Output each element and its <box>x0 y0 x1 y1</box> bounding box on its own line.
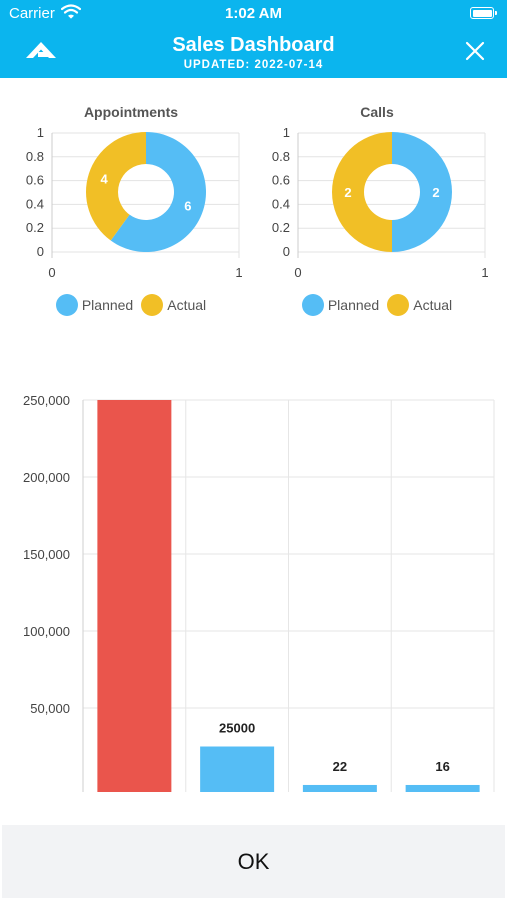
y-tick-label: 1 <box>283 125 290 140</box>
carrier-label: Carrier <box>9 5 55 22</box>
appointments-chart: 1 0.8 0.6 0.4 0.2 0 0 1 6 4 Appointments Planned … <box>16 100 246 330</box>
bar-value-label: 22 <box>333 759 347 774</box>
slice-value-label: 2 <box>432 185 439 200</box>
legend-item-planned[interactable]: Planned <box>301 294 380 316</box>
wifi-icon <box>60 4 82 23</box>
chart-title: Calls <box>360 104 394 120</box>
legend-item-actual[interactable]: Actual <box>141 294 206 316</box>
slice-value-label: 2 <box>344 185 351 200</box>
bar[interactable] <box>97 400 172 795</box>
y-tick-label: 150,000 <box>23 547 70 562</box>
x-tick-label: 1 <box>235 265 242 280</box>
calls-chart: 1 0.8 0.6 0.4 0.2 0 0 1 2 2 Calls Planned Actual <box>262 100 492 330</box>
slice-value-label: 6 <box>184 199 191 214</box>
appointments-chart-svg: 1 0.8 0.6 0.4 0.2 00 1 6 4 <box>26 125 243 280</box>
y-tick-label: 0 <box>37 244 44 259</box>
pie-slice-planned[interactable] <box>392 132 452 252</box>
page-title: Sales Dashboard <box>172 34 335 56</box>
chart-legend: Planned Actual <box>16 294 246 316</box>
y-tick-label: 0.6 <box>272 173 290 188</box>
status-time: 1:02 AM <box>225 5 282 22</box>
legend-label: Actual <box>167 297 207 313</box>
y-tick-label: 250,000 <box>23 393 70 408</box>
y-tick-label: 0 <box>283 244 290 259</box>
slice-value-label: 4 <box>101 171 109 186</box>
legend-item-actual[interactable]: Actual <box>387 294 452 316</box>
navigation-header: Carrier 1:02 AM Sales Dashboard UPDATED:… <box>0 0 507 78</box>
y-tick-label: 50,000 <box>30 701 70 716</box>
app-logo-icon[interactable] <box>24 38 58 67</box>
legend-label: Actual <box>413 297 453 313</box>
legend-swatch-planned <box>55 294 78 316</box>
pie-slice-actual[interactable] <box>85 132 146 241</box>
bar-chart-svg: 250,000 200,000 150,000 100,000 50,000 25000 2… <box>23 393 495 795</box>
bar[interactable] <box>405 784 480 795</box>
y-tick-label: 0.6 <box>26 173 44 188</box>
bar-value-label: 16 <box>435 759 449 774</box>
legend-swatch-planned <box>301 294 324 316</box>
y-tick-label: 0.8 <box>26 149 44 164</box>
legend-label: Planned <box>81 297 134 313</box>
legend-label: Planned <box>327 297 380 313</box>
y-tick-label: 0.2 <box>26 220 44 235</box>
status-bar: Carrier 1:02 AM <box>0 0 507 28</box>
close-icon[interactable] <box>464 40 486 67</box>
x-tick-label: 0 <box>294 265 301 280</box>
legend-item-planned[interactable]: Planned <box>55 294 134 316</box>
y-tick-label: 0.4 <box>272 196 290 211</box>
x-tick-label: 0 <box>48 265 55 280</box>
bar-chart: 250,000 200,000 150,000 100,000 50,000 25000 2… <box>0 385 507 795</box>
y-tick-label: 0.8 <box>272 149 290 164</box>
y-tick-label: 200,000 <box>23 470 70 485</box>
y-tick-label: 100,000 <box>23 624 70 639</box>
bar-value-label: 25000 <box>219 721 255 736</box>
y-tick-label: 1 <box>37 125 44 140</box>
legend-swatch-actual <box>387 294 410 316</box>
calls-chart-svg: 1 0.8 0.6 0.4 0.2 00 1 2 2 <box>272 125 489 280</box>
bar[interactable] <box>302 784 377 795</box>
pie-slice-actual[interactable] <box>332 132 392 252</box>
y-tick-label: 0.4 <box>26 196 44 211</box>
page-subtitle: UPDATED: 2022-07-14 <box>183 59 324 71</box>
legend-swatch-actual <box>141 294 164 316</box>
ok-button[interactable]: OK <box>2 825 505 898</box>
chart-title: Appointments <box>83 104 179 120</box>
x-tick-label: 1 <box>481 265 488 280</box>
bar[interactable] <box>200 746 275 795</box>
chart-legend: Planned Actual <box>262 294 492 316</box>
y-tick-label: 0.2 <box>272 220 290 235</box>
pie-slice-planned[interactable] <box>110 132 206 252</box>
battery-icon <box>470 7 497 19</box>
